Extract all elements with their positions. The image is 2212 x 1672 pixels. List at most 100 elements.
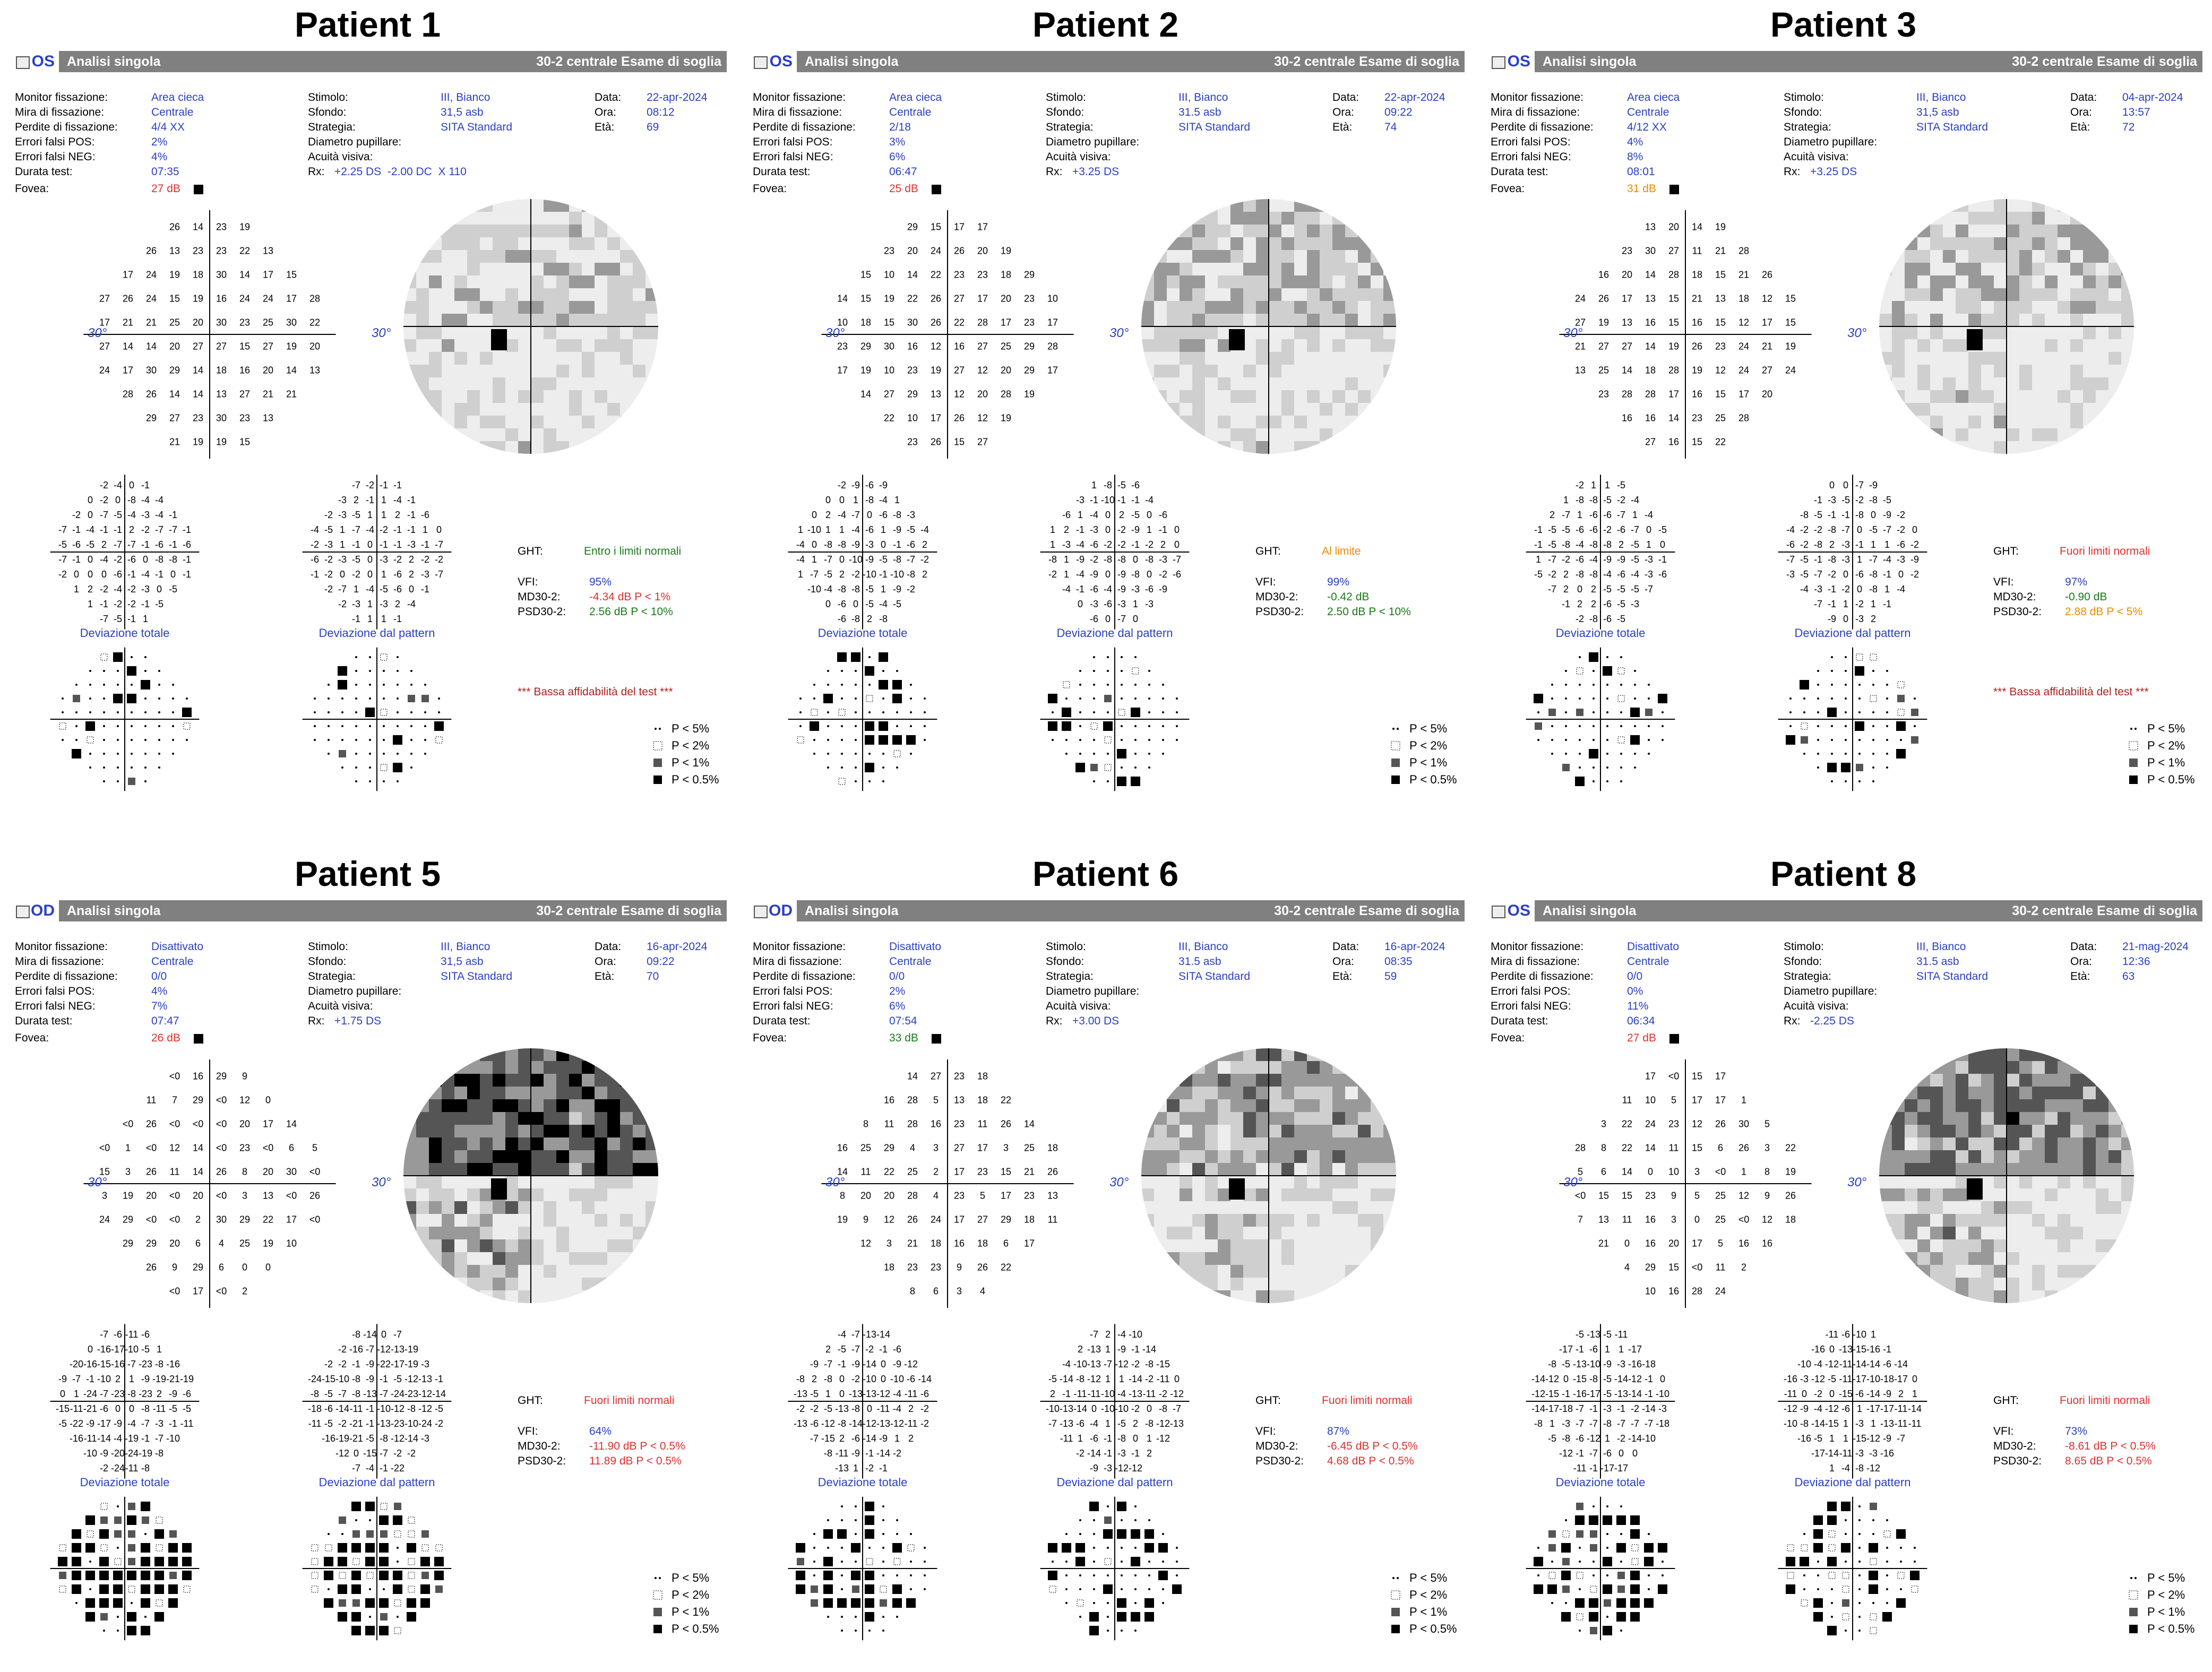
sensitivity-value: -1	[114, 524, 122, 535]
sensitivity-value: 14	[1668, 413, 1679, 424]
sensitivity-value: -2	[1104, 539, 1112, 550]
sensitivity-value: 30	[216, 1214, 227, 1225]
sensitivity-value: <0	[169, 1191, 180, 1201]
sensitivity-value: -8	[311, 1389, 319, 1399]
sensitivity-value: 1	[798, 524, 803, 535]
sensitivity-value: 26	[169, 222, 180, 232]
sensitivity-value: -13	[1087, 1359, 1101, 1369]
sensitivity-value: -8	[1603, 1418, 1612, 1429]
sensitivity-value: -6	[1841, 1403, 1850, 1414]
sensitivity-value: 17	[123, 270, 133, 280]
sensitivity-value: 23	[884, 246, 894, 256]
sensitivity-value: -8	[1855, 510, 1864, 520]
sensitivity-value: 0	[1563, 1374, 1569, 1384]
sensitivity-value: 16	[1645, 1214, 1656, 1225]
total-deviation-probability-map	[1526, 1497, 1675, 1640]
prob-symbol	[1870, 1503, 1877, 1510]
prob-symbol	[1121, 656, 1123, 658]
prob-symbol	[352, 1530, 360, 1538]
prob-symbol	[1117, 1502, 1126, 1511]
sensitivity-value: -7	[435, 569, 443, 580]
sensitivity-value: <0	[263, 1143, 274, 1153]
sensitivity-value: -1	[352, 539, 360, 550]
sensitivity-value: -8	[838, 539, 846, 550]
sensitivity-value: 23	[1024, 1191, 1035, 1201]
sensitivity-value: -11	[1157, 1374, 1170, 1384]
prob-symbol	[1801, 736, 1808, 744]
prob-symbol	[1551, 725, 1553, 727]
sensitivity-value: 2	[409, 554, 414, 565]
sensitivity-value: -11	[1895, 1403, 1908, 1414]
prob-symbol	[1577, 668, 1583, 674]
sensitivity-value: -8	[155, 554, 163, 565]
prob-symbol	[1162, 1602, 1164, 1604]
sensitivity-value: -9	[1869, 480, 1878, 490]
sensitivity-value: -3	[1617, 1359, 1625, 1369]
sensitivity-value: 28	[1668, 365, 1679, 376]
prob-symbol	[1630, 1612, 1640, 1622]
sensitivity-value: 13	[263, 246, 273, 256]
sensitivity-value: -1	[1841, 510, 1850, 520]
prob-symbol	[1845, 1533, 1847, 1535]
prob-symbol	[182, 1571, 192, 1580]
sensitivity-value: -5	[324, 524, 333, 535]
sensitivity-value: -9	[1617, 554, 1625, 565]
sensitivity-value: -2	[1841, 584, 1850, 594]
prob-symbol	[144, 739, 147, 741]
sensitivity-value: -10	[377, 1403, 391, 1414]
sensitivity-value: -10	[849, 554, 863, 565]
prob-symbol	[1132, 668, 1139, 674]
prob-symbol	[1662, 711, 1664, 713]
prob-symbol	[1620, 711, 1622, 713]
sensitivity-value: <0	[1692, 1262, 1703, 1273]
prob-symbol	[394, 1503, 401, 1510]
sensitivity-value: -6	[114, 569, 122, 580]
prob-symbol	[855, 1519, 857, 1521]
prob-symbol	[1107, 1505, 1109, 1507]
prob-symbol	[1872, 711, 1874, 713]
sensitivity-value: -2	[1814, 524, 1822, 535]
prob-symbol	[131, 656, 133, 658]
pattern-deviation-caption: Deviazione dal pattern	[1057, 1476, 1173, 1489]
prob-symbol	[1845, 1519, 1847, 1521]
pattern-deviation-caption: Deviazione dal pattern	[1057, 626, 1173, 640]
sensitivity-value: -2	[127, 599, 136, 609]
prob-symbol	[1801, 1545, 1808, 1551]
prob-symbol	[1589, 749, 1598, 759]
sensitivity-value: -1	[155, 569, 163, 580]
prob-symbol	[1787, 1572, 1794, 1579]
prob-symbol	[1579, 725, 1581, 727]
sensitivity-value: -4	[141, 569, 150, 580]
sensitivity-value: <0	[169, 1214, 180, 1225]
prob-symbol	[101, 654, 107, 660]
sensitivity-value: 22	[1001, 1095, 1011, 1106]
prob-symbol	[1872, 780, 1874, 782]
sensitivity-value: 27	[193, 341, 203, 352]
prob-symbol	[341, 697, 343, 700]
prob-symbol	[355, 670, 357, 672]
prob-symbol	[168, 1557, 178, 1566]
sensitivity-value: -6	[1658, 569, 1667, 580]
sensitivity-value: -10	[1101, 1389, 1115, 1399]
sensitivity-value: -12	[1156, 1418, 1170, 1429]
axis-degree-right: 30°	[372, 326, 391, 340]
sensitivity-value: -17	[1880, 1403, 1894, 1414]
sensitivity-value: -2	[435, 1418, 443, 1429]
sensitivity-value: -5	[393, 1374, 402, 1384]
prob-symbol	[1803, 753, 1805, 755]
prob-symbol	[1845, 697, 1847, 700]
prob-symbol	[341, 711, 343, 713]
prob-symbol	[1630, 1571, 1640, 1580]
prob-symbol	[1803, 711, 1805, 713]
sensitivity-value: -4	[1076, 539, 1085, 550]
sensitivity-value: 10	[1645, 1286, 1656, 1297]
prob-symbol	[369, 766, 371, 769]
prob-symbol	[1148, 766, 1150, 769]
sensitivity-value: -7	[1645, 1418, 1653, 1429]
prob-symbol	[1134, 1630, 1137, 1632]
sensitivity-value: 16	[1622, 413, 1632, 424]
prob-symbol	[1065, 1588, 1068, 1590]
total-deviation-caption: Deviazione totale	[818, 1476, 908, 1489]
sensitivity-value: 14	[239, 270, 250, 280]
